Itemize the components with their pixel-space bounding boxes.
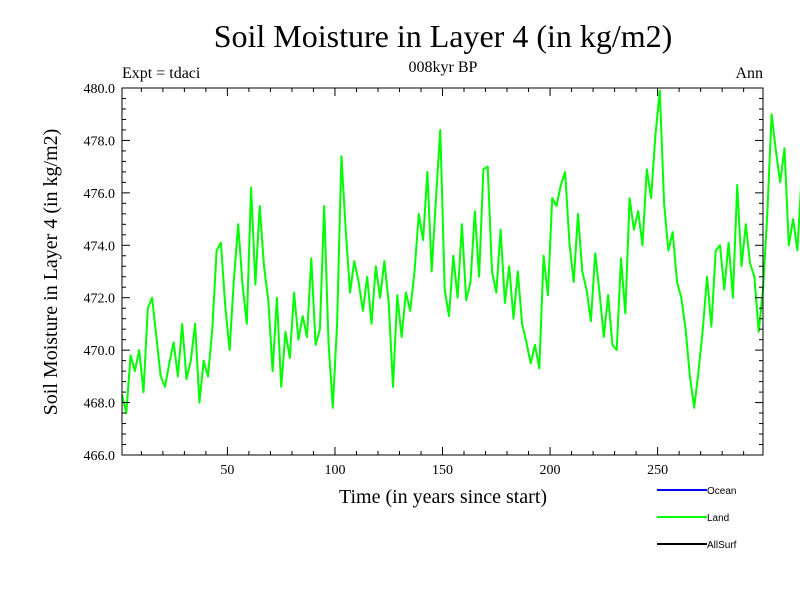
y-tick-label: 470.0 bbox=[84, 344, 116, 359]
y-tick-label: 468.0 bbox=[84, 397, 116, 412]
series-line-land bbox=[121, 89, 800, 415]
plot-area: 50 100 150 200 250 466.0 468.0 470.0 472.0 474.0 4… bbox=[84, 82, 800, 478]
x-axis-label: Time (in years since start) bbox=[339, 486, 547, 508]
x-tick-label: 150 bbox=[432, 463, 453, 478]
chart-subtitle: 008kyr BP bbox=[409, 59, 478, 76]
legend: Ocean Land AllSurf bbox=[657, 486, 737, 551]
legend-label-allsurf: AllSurf bbox=[707, 540, 737, 551]
x-tick-label: 250 bbox=[647, 463, 668, 478]
season-label: Ann bbox=[735, 65, 763, 82]
x-tick-label: 100 bbox=[324, 463, 345, 478]
x-tick-label: 200 bbox=[540, 463, 561, 478]
experiment-label: Expt = tdaci bbox=[122, 65, 201, 82]
y-tick-label: 478.0 bbox=[84, 134, 116, 149]
plot-frame bbox=[121, 87, 764, 456]
y-tick-label: 480.0 bbox=[84, 82, 116, 97]
y-tick-label: 466.0 bbox=[84, 449, 116, 464]
y-tick-label: 476.0 bbox=[84, 187, 116, 202]
y-axis-label: Soil Moisture in Layer 4 (in kg/m2) bbox=[40, 129, 62, 416]
legend-label-land: Land bbox=[707, 513, 729, 524]
chart-title: Soil Moisture in Layer 4 (in kg/m2) bbox=[214, 18, 673, 54]
y-tick-label: 474.0 bbox=[84, 239, 116, 254]
y-tick-label: 472.0 bbox=[84, 292, 116, 307]
legend-label-ocean: Ocean bbox=[707, 486, 736, 497]
x-tick-label: 50 bbox=[220, 463, 234, 478]
